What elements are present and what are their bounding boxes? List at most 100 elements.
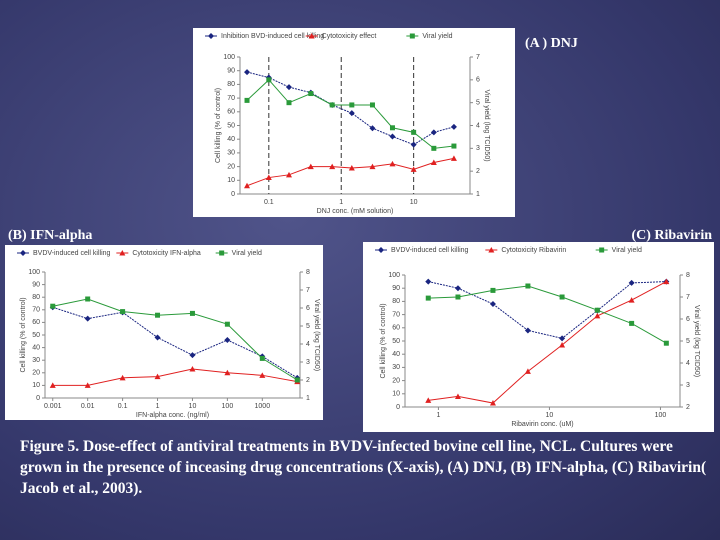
- x-tick-label: 1: [339, 199, 343, 206]
- legend-marker: [308, 33, 315, 39]
- panel-background: [5, 245, 323, 420]
- data-point: [389, 125, 395, 131]
- data-point: [286, 84, 293, 91]
- data-point: [154, 373, 161, 380]
- y-axis-label: Cell killing (% of control): [20, 297, 27, 372]
- data-point: [224, 337, 231, 344]
- data-point: [450, 123, 457, 130]
- data-point: [154, 334, 161, 341]
- y-tick-label: 90: [227, 68, 235, 75]
- y2-axis-label: Viral yield (log TCID50): [313, 299, 320, 371]
- y2-tick-label: 2: [476, 168, 480, 175]
- y-tick-label: 10: [32, 382, 40, 389]
- data-point: [294, 377, 300, 383]
- data-point: [425, 397, 432, 403]
- data-point: [189, 310, 195, 316]
- data-point: [49, 382, 56, 388]
- data-point: [308, 91, 314, 97]
- data-point: [490, 287, 496, 293]
- data-point: [348, 110, 355, 117]
- data-point: [410, 166, 417, 172]
- x-axis-label: DNJ conc. (mM solution): [317, 208, 394, 215]
- legend-label: Cytotoxicity IFN-alpha: [132, 250, 201, 257]
- data-point: [411, 129, 417, 135]
- data-point: [425, 278, 432, 285]
- y2-tick-label: 8: [306, 269, 310, 276]
- data-point: [155, 312, 161, 318]
- y-tick-label: 60: [392, 325, 400, 332]
- y2-tick-label: 5: [306, 323, 310, 330]
- data-point: [307, 163, 314, 170]
- y2-tick-label: 1: [476, 191, 480, 198]
- data-point: [84, 382, 91, 388]
- legend-marker: [488, 247, 495, 253]
- y2-tick-label: 4: [306, 341, 310, 348]
- y-tick-label: 50: [32, 332, 40, 339]
- legend-marker: [219, 250, 225, 256]
- y-tick-label: 100: [223, 54, 235, 61]
- data-point: [85, 296, 91, 302]
- data-point: [329, 163, 336, 170]
- data-point: [50, 303, 56, 309]
- y-axis-label: Cell killing (% of control): [380, 303, 387, 378]
- data-point: [329, 102, 335, 108]
- y2-tick-label: 6: [306, 305, 310, 312]
- legend-label: Inhibition BVD-induced cell killing: [221, 33, 324, 40]
- y-tick-label: 30: [32, 357, 40, 364]
- legend-marker: [599, 247, 605, 253]
- data-point: [430, 159, 437, 165]
- series-line: [52, 368, 298, 386]
- y-tick-label: 10: [392, 391, 400, 398]
- legend-marker: [378, 247, 384, 253]
- panel-background: [193, 28, 515, 217]
- data-point: [559, 335, 566, 342]
- y2-tick-label: 3: [686, 382, 690, 389]
- y2-tick-label: 7: [476, 54, 480, 61]
- data-point: [489, 301, 496, 308]
- data-point: [244, 182, 251, 189]
- data-point: [189, 366, 196, 372]
- data-point: [594, 307, 600, 313]
- series-line: [428, 285, 667, 344]
- data-point: [369, 102, 375, 108]
- data-point: [489, 400, 496, 406]
- y-tick-label: 40: [32, 344, 40, 351]
- x-tick-label: 100: [222, 403, 234, 410]
- data-point: [259, 372, 266, 378]
- y2-tick-label: 1: [306, 395, 310, 402]
- data-point: [594, 312, 601, 319]
- y-tick-label: 50: [227, 122, 235, 129]
- data-point: [265, 174, 272, 181]
- y-tick-label: 40: [227, 136, 235, 143]
- data-point: [431, 145, 437, 151]
- data-point: [286, 171, 293, 178]
- x-tick-label: 0.1: [264, 199, 274, 206]
- y-axis-label: Cell killing (% of control): [215, 88, 222, 163]
- y-tick-label: 80: [392, 298, 400, 305]
- data-point: [628, 297, 635, 303]
- y-tick-label: 0: [396, 404, 400, 411]
- data-point: [259, 355, 265, 361]
- y-tick-label: 70: [32, 307, 40, 314]
- y2-tick-label: 7: [306, 287, 310, 294]
- data-point: [524, 327, 531, 334]
- x-tick-label: 10: [546, 412, 554, 419]
- y-tick-label: 10: [227, 177, 235, 184]
- legend-label: BVDV-induced cell killing: [391, 247, 469, 254]
- data-point: [369, 125, 376, 132]
- data-point: [224, 369, 231, 376]
- data-point: [84, 315, 91, 322]
- series-line: [428, 281, 667, 339]
- panel-label: (B) IFN-alpha: [8, 228, 92, 243]
- y2-tick-label: 5: [686, 338, 690, 345]
- data-point: [663, 340, 669, 346]
- y-tick-label: 20: [32, 370, 40, 377]
- y2-tick-label: 4: [686, 360, 690, 367]
- y2-axis-label: Viral yield (log TCID50): [693, 305, 700, 377]
- data-point: [559, 294, 565, 300]
- data-point: [348, 164, 355, 171]
- series-line: [52, 306, 298, 379]
- y-tick-label: 90: [32, 281, 40, 288]
